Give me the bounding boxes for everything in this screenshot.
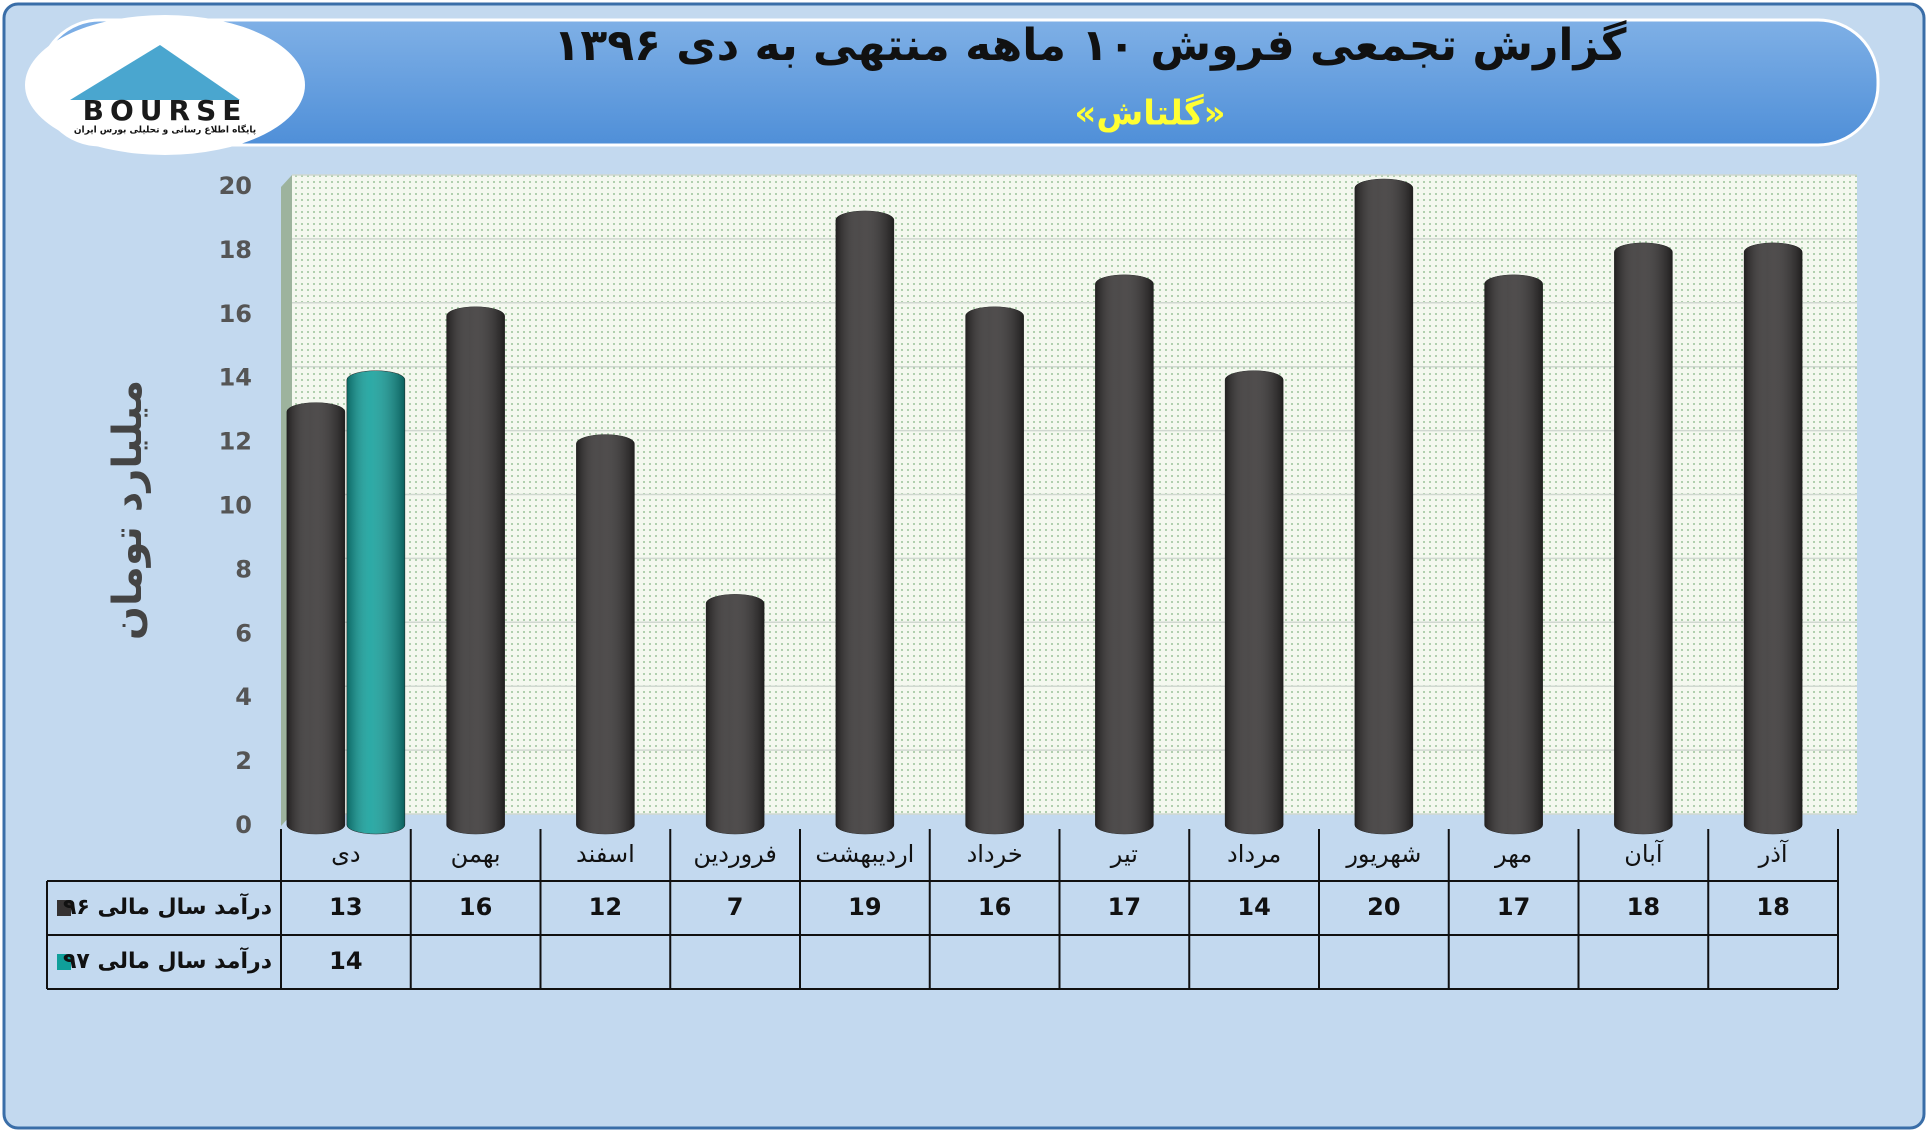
table-value: 12 (589, 893, 622, 921)
bar-shade (286, 402, 345, 834)
bar-shade (346, 370, 405, 834)
legend-swatch (57, 900, 71, 916)
y-tick-label: 16 (219, 300, 252, 328)
y-tick-label: 12 (219, 428, 252, 456)
legend-label: درآمد سال مالی ۹۷ (63, 946, 272, 974)
y-tick-label: 18 (219, 236, 252, 264)
logo-text: BOURSE (83, 94, 248, 127)
x-tick-label: فروردین (693, 840, 777, 868)
logo-mark (70, 45, 240, 100)
chart-title: گزارش تجمعی فروش ۱۰ ماهه منتهی به دی ۱۳۹… (554, 19, 1627, 71)
bar-shade (706, 594, 765, 834)
bar-shade (1095, 274, 1154, 835)
table-value: 14 (329, 947, 362, 975)
table-value: 18 (1627, 893, 1660, 921)
x-tick-label: مرداد (1227, 840, 1281, 868)
y-tick-label: 4 (235, 683, 252, 711)
x-tick-label: دی (331, 840, 360, 868)
table-value: 17 (1108, 893, 1141, 921)
table-value: 20 (1367, 893, 1400, 921)
x-tick-label: آذر (1758, 839, 1789, 868)
bar-shade (1744, 242, 1803, 834)
table-value: 19 (848, 893, 881, 921)
bar-shade (576, 434, 635, 834)
x-tick-label: شهریور (1345, 840, 1421, 868)
logo-tagline: پایگاه اطلاع رسانی و تحلیلی بورس ایران (74, 124, 256, 136)
bar-shade (965, 306, 1024, 834)
x-tick-label: بهمن (451, 840, 501, 868)
table-value: 7 (727, 893, 744, 921)
table-value: 18 (1756, 893, 1789, 921)
y-axis-title: میلیارد تومان (105, 380, 151, 640)
table-value: 17 (1497, 893, 1530, 921)
y-tick-label: 14 (219, 364, 252, 392)
y-tick-label: 2 (235, 747, 252, 775)
table-value: 16 (978, 893, 1011, 921)
y-tick-label: 10 (219, 492, 252, 520)
x-tick-label: اردیبهشت (815, 840, 914, 868)
x-tick-label: مهر (1494, 840, 1532, 868)
x-tick-label: خرداد (967, 840, 1023, 868)
table-value: 14 (1237, 893, 1270, 921)
y-tick-label: 20 (219, 172, 252, 200)
table-value: 13 (329, 893, 362, 921)
x-tick-label: تیر (1110, 840, 1138, 868)
legend-swatch (57, 954, 71, 970)
y-tick-label: 6 (235, 619, 252, 647)
bar-shade (1484, 274, 1543, 835)
bar-shade (1614, 242, 1673, 834)
y-tick-label: 8 (235, 555, 252, 583)
x-tick-label: اسفند (576, 840, 635, 868)
bar-shade (1354, 179, 1413, 834)
bar-shade (1225, 370, 1284, 834)
legend-label: درآمد سال مالی ۹۶ (63, 892, 272, 920)
bar-shade (446, 306, 505, 834)
y-tick-label: 0 (235, 811, 252, 839)
chart-subtitle: «گلتاش» (1074, 94, 1225, 134)
x-tick-label: آبان (1624, 839, 1664, 868)
bar-shade (835, 210, 894, 834)
table-value: 16 (459, 893, 492, 921)
